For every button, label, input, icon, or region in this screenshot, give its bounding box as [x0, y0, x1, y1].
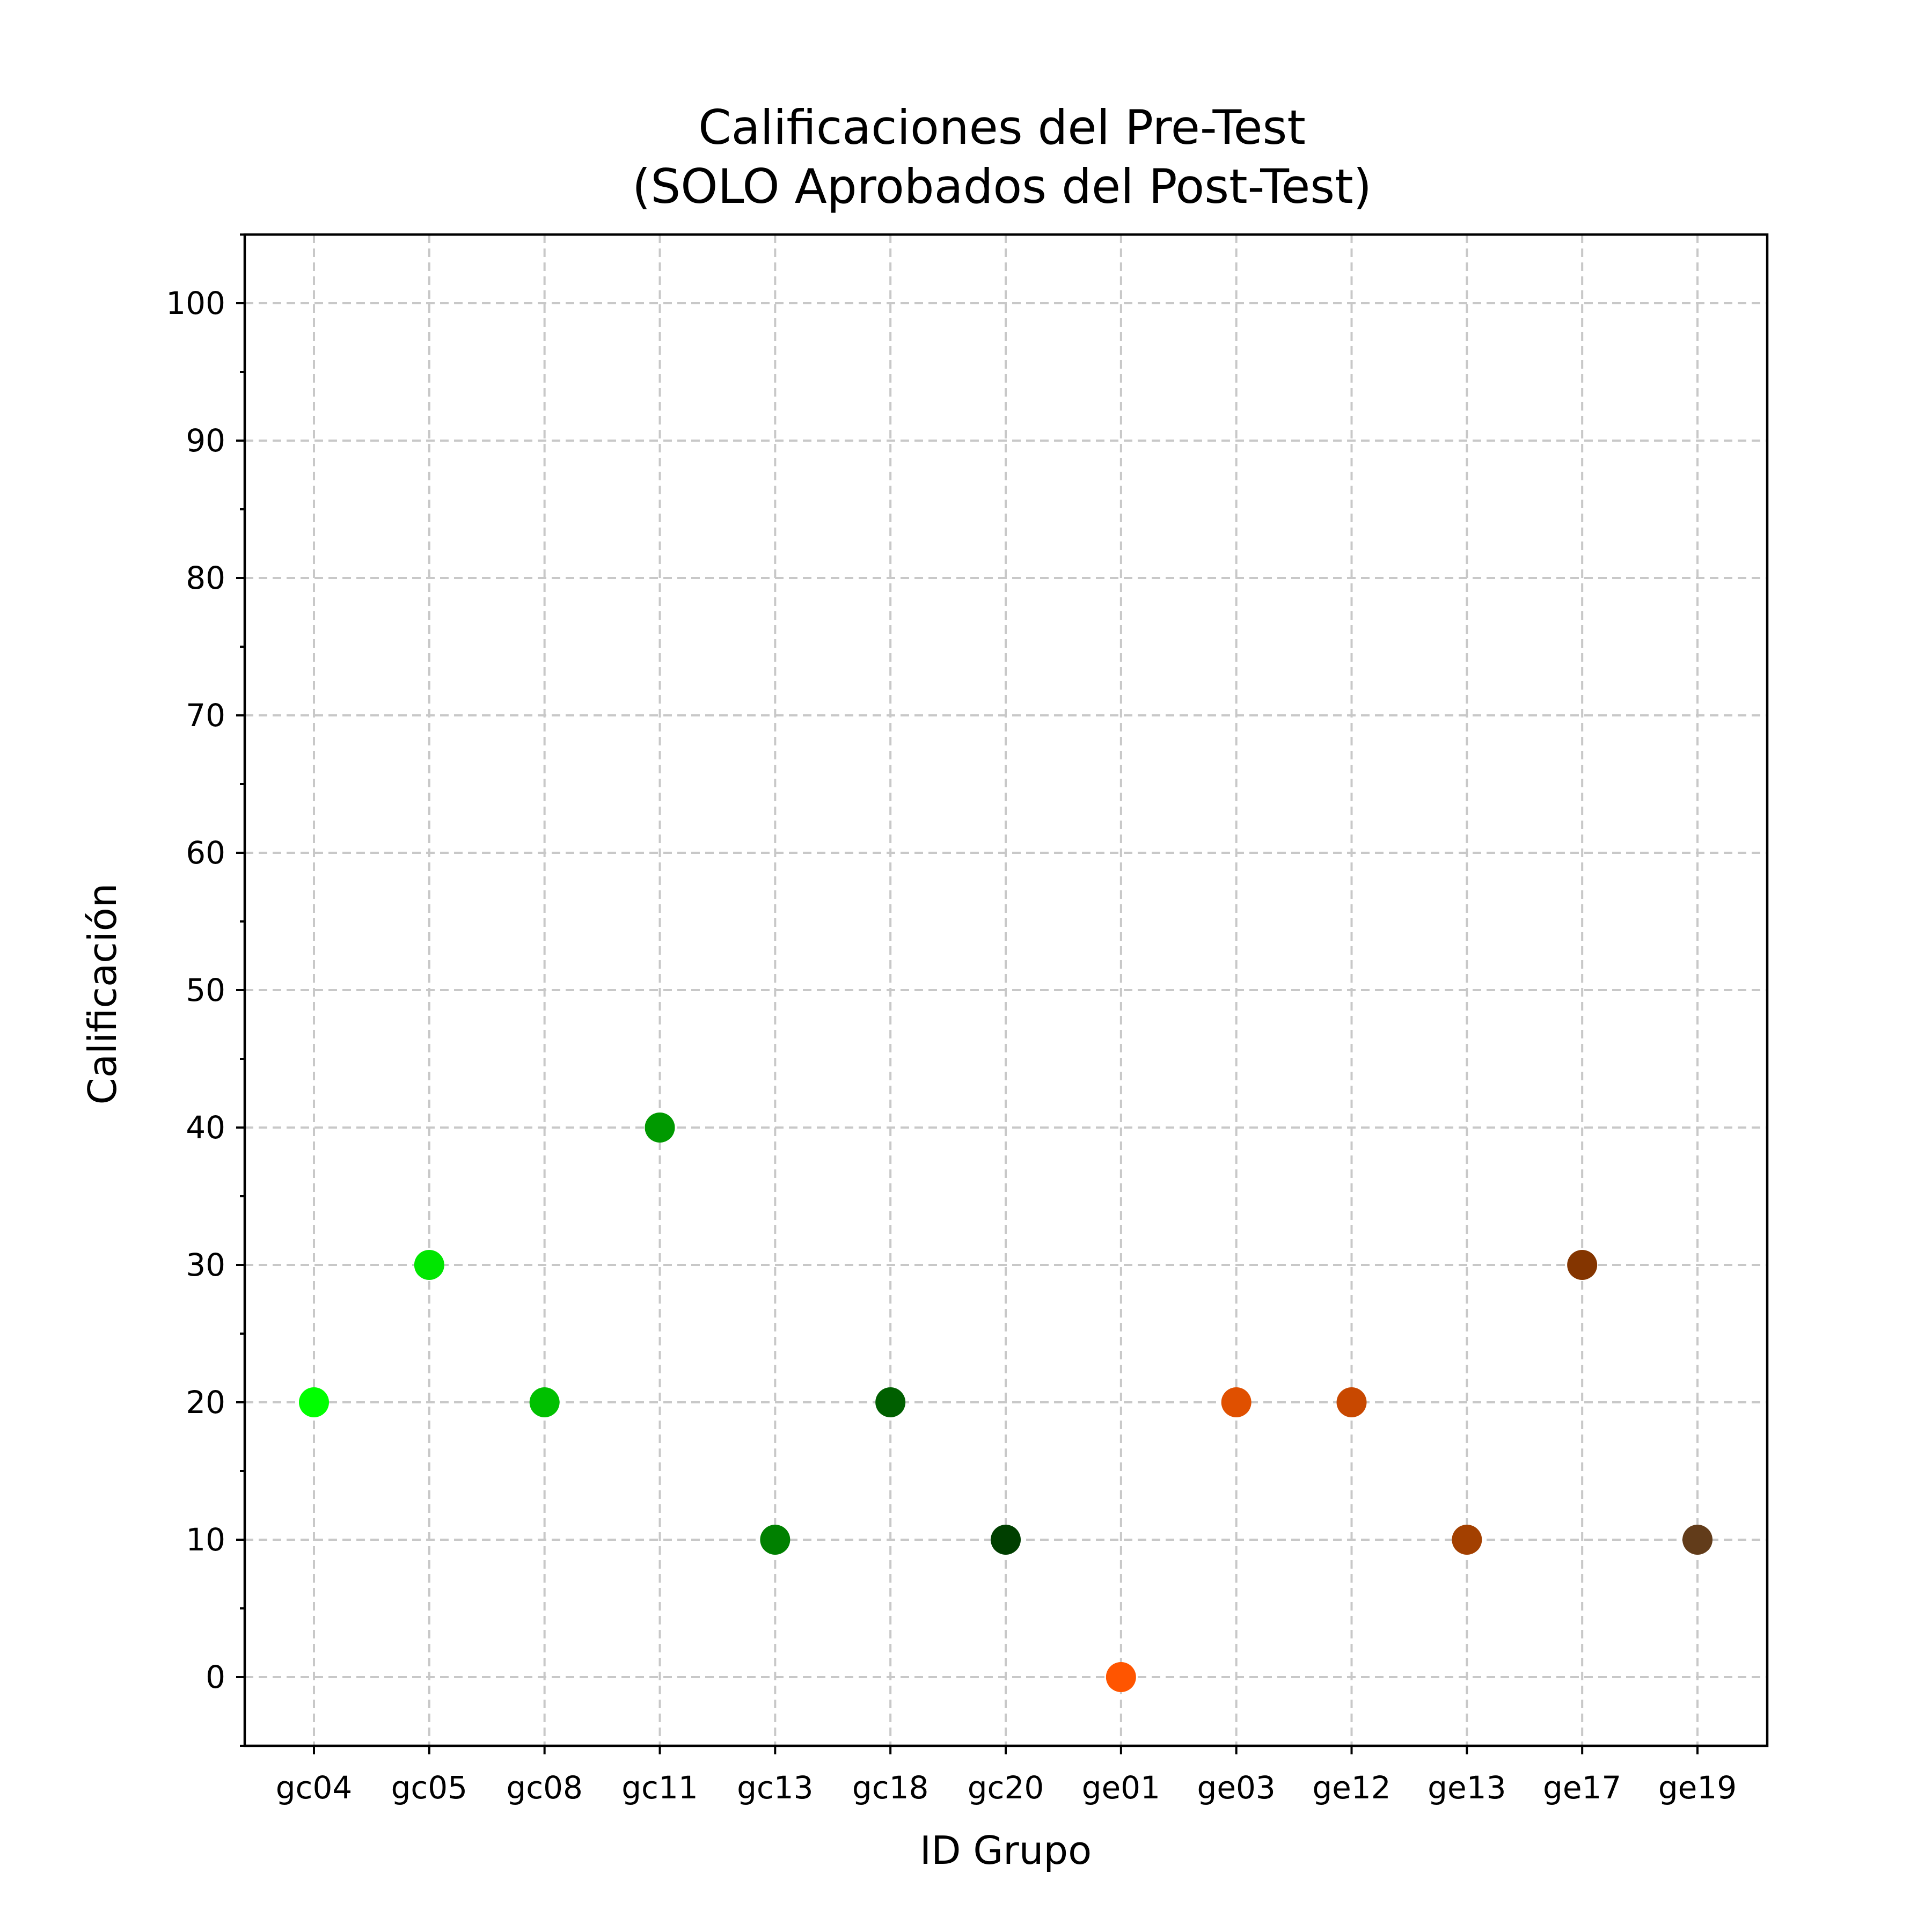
- x-tick-label: ge19: [1658, 1769, 1737, 1806]
- y-tick-label: 60: [186, 835, 225, 871]
- y-tick-label: 40: [186, 1109, 225, 1146]
- data-point-gc13: [760, 1525, 791, 1555]
- y-tick-label: 50: [186, 972, 225, 1008]
- x-axis-label: ID Grupo: [920, 1828, 1092, 1873]
- x-tick-label: ge03: [1197, 1769, 1276, 1806]
- x-tick-label: ge13: [1428, 1769, 1506, 1806]
- x-tick-label: ge17: [1543, 1769, 1621, 1806]
- y-tick-label: 10: [186, 1521, 225, 1558]
- chart-title-line-2: (SOLO Aprobados del Post-Test): [632, 159, 1372, 214]
- x-tick-label: gc11: [621, 1769, 698, 1806]
- data-point-gc20: [991, 1525, 1021, 1555]
- data-point-gc11: [645, 1113, 675, 1143]
- data-point-gc08: [529, 1387, 560, 1417]
- data-point-ge01: [1106, 1662, 1136, 1692]
- data-point-gc04: [299, 1387, 329, 1417]
- y-axis-label: Calificación: [80, 883, 125, 1105]
- grid-lines: [245, 235, 1767, 1746]
- data-point-ge12: [1336, 1387, 1367, 1417]
- data-point-gc05: [414, 1250, 444, 1280]
- x-tick-label: gc18: [852, 1769, 929, 1806]
- chart-title-line-1: Calificaciones del Pre-Test: [698, 100, 1306, 155]
- data-point-ge03: [1221, 1387, 1252, 1417]
- x-tick-label: gc04: [276, 1769, 353, 1806]
- plot-frame: [243, 233, 1769, 1747]
- y-tick-label: 70: [186, 697, 225, 734]
- y-tick-label: 30: [186, 1247, 225, 1283]
- data-point-ge17: [1567, 1250, 1598, 1280]
- x-tick-label: gc08: [506, 1769, 583, 1806]
- y-tick-label: 100: [166, 285, 225, 321]
- data-points: [299, 1113, 1713, 1692]
- x-tick-label: gc20: [968, 1769, 1044, 1806]
- x-tick-label: gc13: [737, 1769, 814, 1806]
- y-tick-label: 80: [186, 560, 225, 596]
- y-tick-label: 90: [186, 422, 225, 459]
- x-tick-label: ge12: [1312, 1769, 1391, 1806]
- y-tick-label: 0: [206, 1659, 225, 1695]
- y-axis-ticks: 0 10 20 30 40 50 60 70 80 90 100: [166, 233, 245, 1747]
- x-axis-ticks: gc04 gc05 gc08 gc11 gc13 gc18 gc20 ge01 ge03 ge12…: [276, 1746, 1737, 1806]
- data-point-ge19: [1682, 1525, 1713, 1555]
- data-point-ge13: [1452, 1525, 1482, 1555]
- data-point-gc18: [875, 1387, 906, 1417]
- x-tick-label: ge01: [1082, 1769, 1160, 1806]
- x-tick-label: gc05: [391, 1769, 468, 1806]
- y-tick-label: 20: [186, 1384, 225, 1421]
